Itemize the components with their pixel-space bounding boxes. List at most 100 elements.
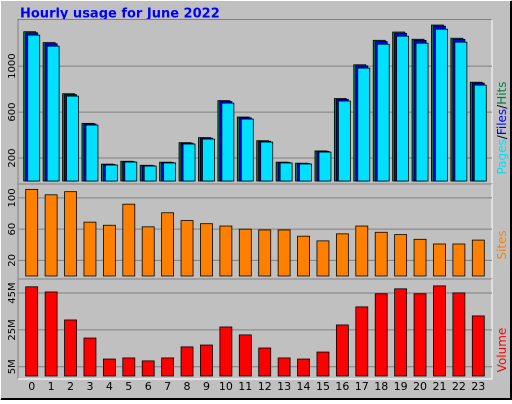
bar — [161, 357, 175, 377]
bar — [374, 231, 388, 277]
x-tick-label: 20 — [413, 380, 427, 393]
y-tick-label: 5M — [7, 359, 18, 374]
x-tick-label: 0 — [28, 380, 35, 393]
bar — [200, 223, 213, 277]
bar — [238, 228, 252, 277]
x-tick-label: 19 — [394, 380, 408, 393]
x-tick-label: 22 — [452, 380, 466, 393]
x-tick-label: 6 — [145, 380, 152, 393]
bar — [277, 357, 291, 377]
bar — [25, 188, 39, 277]
bar — [279, 162, 293, 182]
bar — [182, 143, 196, 182]
bar — [260, 141, 274, 182]
bar — [83, 221, 97, 277]
bar — [240, 118, 254, 182]
bar — [435, 28, 448, 182]
bar — [277, 229, 291, 277]
x-tick-label: 9 — [203, 380, 210, 393]
bar — [355, 225, 369, 277]
bar — [180, 346, 194, 377]
bar — [299, 163, 312, 182]
bar — [85, 124, 99, 182]
y-tick-label: 60 — [7, 223, 18, 236]
panel — [17, 278, 493, 380]
x-tick-label: 4 — [106, 380, 113, 393]
legend: Sites — [495, 230, 509, 259]
bar — [357, 67, 371, 182]
bar — [316, 240, 330, 277]
bar — [200, 344, 213, 377]
legend-entry: Volume — [495, 328, 509, 373]
y-tick-label: 25M — [7, 319, 18, 340]
bar — [102, 358, 116, 377]
bar — [64, 319, 77, 377]
bar — [316, 351, 330, 377]
bar — [335, 324, 349, 377]
x-tick-label: 11 — [238, 380, 252, 393]
y-tick-label: 20 — [7, 254, 18, 267]
x-tick-label: 14 — [297, 380, 311, 393]
y-tick-label: 45M — [7, 282, 18, 303]
x-tick-label: 5 — [125, 380, 132, 393]
bar — [415, 42, 429, 182]
bar — [433, 285, 446, 377]
bar — [473, 84, 487, 182]
bar — [471, 315, 485, 377]
bar — [297, 235, 310, 277]
bar — [25, 286, 39, 377]
bar — [104, 164, 118, 182]
bar — [394, 234, 408, 277]
bar — [219, 326, 233, 377]
x-tick-label: 23 — [471, 380, 485, 393]
x-tick-label: 15 — [316, 380, 330, 393]
bar — [374, 293, 388, 377]
x-tick-label: 18 — [374, 380, 388, 393]
bar — [258, 229, 272, 277]
x-tick-label: 1 — [48, 380, 55, 393]
x-tick-label: 10 — [219, 380, 233, 393]
bar — [238, 334, 252, 377]
bar — [452, 243, 466, 277]
bar — [337, 100, 351, 182]
x-tick-label: 12 — [258, 380, 272, 393]
bar — [433, 243, 446, 277]
bar — [44, 194, 58, 277]
bar — [66, 95, 79, 182]
bar — [64, 191, 77, 277]
bar — [318, 151, 332, 182]
bar — [452, 292, 466, 377]
bar — [83, 337, 97, 377]
bar — [102, 224, 116, 277]
bar — [297, 358, 310, 377]
bar — [413, 238, 427, 277]
legend: Volume — [495, 328, 509, 373]
legend-entry: Sites — [495, 230, 509, 259]
legend-entry: Hits — [495, 81, 509, 104]
y-tick-label: 200 — [7, 148, 18, 167]
bar — [471, 239, 485, 277]
legend-entry: Files — [495, 109, 509, 135]
bar — [46, 45, 60, 182]
legend-separator: / — [495, 104, 509, 109]
bar — [163, 162, 177, 182]
chart-title: Hourly usage for June 2022 — [20, 7, 220, 22]
bar — [161, 212, 175, 277]
bar — [376, 43, 390, 182]
bar — [221, 102, 235, 182]
bar — [413, 293, 427, 377]
bar — [394, 288, 408, 377]
legend-separator: / — [495, 134, 509, 139]
bar — [258, 347, 272, 377]
y-tick-label: 100 — [7, 188, 18, 207]
bar — [219, 225, 233, 277]
panel-edge — [18, 279, 493, 380]
panel — [17, 183, 493, 280]
bar — [335, 233, 349, 277]
x-tick-label: 17 — [355, 380, 369, 393]
x-tick-label: 2 — [67, 380, 74, 393]
bar — [143, 165, 157, 182]
x-tick-label: 13 — [277, 380, 291, 393]
x-tick-label: 8 — [184, 380, 191, 393]
